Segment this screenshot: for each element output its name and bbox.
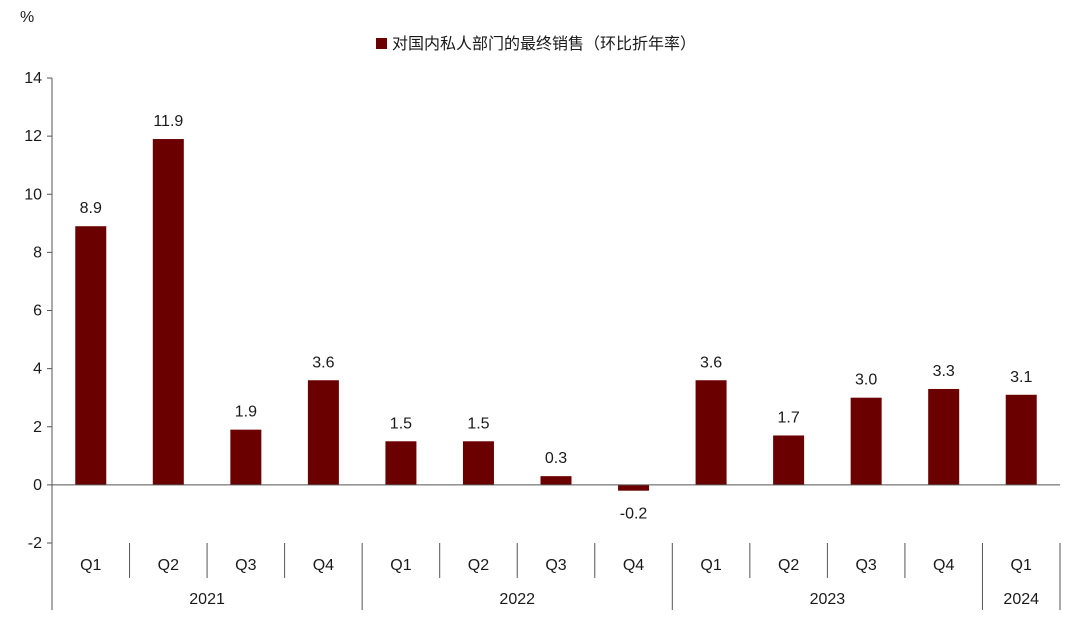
data-label: 3.1	[1010, 369, 1032, 386]
y-tick-label: 10	[24, 186, 42, 203]
data-label: 1.9	[235, 404, 257, 421]
y-tick-label: 2	[33, 419, 42, 436]
data-label: 11.9	[153, 113, 183, 130]
y-tick-label: 4	[33, 361, 42, 378]
legend-label: 对国内私人部门的最终销售（环比折年率）	[392, 35, 696, 53]
data-label: -0.2	[620, 506, 648, 523]
data-label: 8.9	[80, 200, 102, 217]
data-label: 1.5	[390, 415, 412, 432]
y-unit-label: %	[20, 9, 34, 26]
bars	[75, 139, 1037, 491]
bar	[695, 380, 727, 485]
bar	[152, 139, 184, 485]
bar	[928, 388, 960, 485]
x-category-label: Q3	[855, 557, 876, 574]
y-tick-label: 12	[24, 128, 42, 145]
data-label: 3.0	[855, 372, 877, 389]
bar	[618, 484, 650, 491]
value-labels: 8.9 11.9 1.9 3.6 1.5 1.5 0.3 -0.2 3.6 1.7 3.0 3.3 3.…	[80, 113, 1033, 523]
x-year-label: 2021	[189, 591, 225, 608]
x-category-label: Q1	[1011, 557, 1032, 574]
bar	[850, 397, 882, 485]
x-category-label: Q4	[623, 557, 644, 574]
legend-swatch	[376, 38, 387, 49]
y-tick-label: 0	[33, 477, 42, 494]
data-label: 1.5	[467, 415, 489, 432]
data-label: 0.3	[545, 450, 567, 467]
x-category-label: Q1	[390, 557, 411, 574]
y-axis: -2 0 2 4 6 8 10 12 14	[24, 70, 53, 610]
data-label: 1.7	[777, 409, 799, 426]
x-year-label: 2023	[810, 591, 846, 608]
bar	[540, 476, 572, 485]
legend: 对国内私人部门的最终销售（环比折年率）	[376, 35, 696, 53]
bar	[307, 380, 339, 485]
x-category-label: Q2	[158, 557, 179, 574]
x-axis: Q1 Q2 Q3 Q4 Q1 Q2 Q3 Q4 Q1 Q2 Q3 Q4 Q1 2021 2022 2023 20…	[52, 484, 1061, 610]
x-year-label: 2022	[499, 591, 535, 608]
data-label: 3.3	[933, 363, 955, 380]
x-category-label: Q1	[700, 557, 721, 574]
y-tick-label: -2	[28, 535, 42, 552]
y-tick-label: 8	[33, 244, 42, 261]
x-category-label: Q3	[545, 557, 566, 574]
data-label: 3.6	[312, 354, 334, 371]
bar	[462, 441, 494, 485]
bar	[230, 429, 262, 485]
x-category-label: Q3	[235, 557, 256, 574]
x-category-label: Q1	[80, 557, 101, 574]
bar	[385, 441, 417, 485]
x-category-label: Q4	[313, 557, 334, 574]
data-label: 3.6	[700, 354, 722, 371]
y-tick-label: 14	[24, 70, 42, 87]
bar	[1005, 394, 1037, 485]
bar	[773, 435, 805, 485]
y-tick-label: 6	[33, 303, 42, 320]
x-category-label: Q2	[468, 557, 489, 574]
x-category-label: Q2	[778, 557, 799, 574]
bar	[75, 226, 107, 485]
x-year-label: 2024	[1003, 591, 1039, 608]
x-category-label: Q4	[933, 557, 954, 574]
